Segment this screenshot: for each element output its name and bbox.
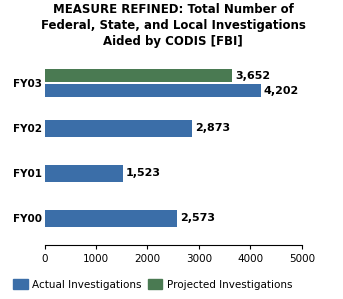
Legend: Actual Investigations, Projected Investigations: Actual Investigations, Projected Investi… bbox=[9, 275, 296, 294]
Title: MEASURE REFINED: Total Number of
Federal, State, and Local Investigations
Aided : MEASURE REFINED: Total Number of Federal… bbox=[41, 4, 306, 48]
Text: 2,873: 2,873 bbox=[195, 123, 230, 133]
Bar bbox=[45, 84, 261, 97]
Text: 3,652: 3,652 bbox=[235, 71, 270, 81]
Text: 4,202: 4,202 bbox=[264, 86, 299, 95]
Bar bbox=[45, 164, 123, 182]
Bar bbox=[45, 210, 177, 227]
Bar bbox=[45, 120, 192, 137]
Text: 1,523: 1,523 bbox=[126, 168, 161, 178]
Text: 2,573: 2,573 bbox=[180, 213, 215, 223]
Bar bbox=[45, 69, 233, 83]
